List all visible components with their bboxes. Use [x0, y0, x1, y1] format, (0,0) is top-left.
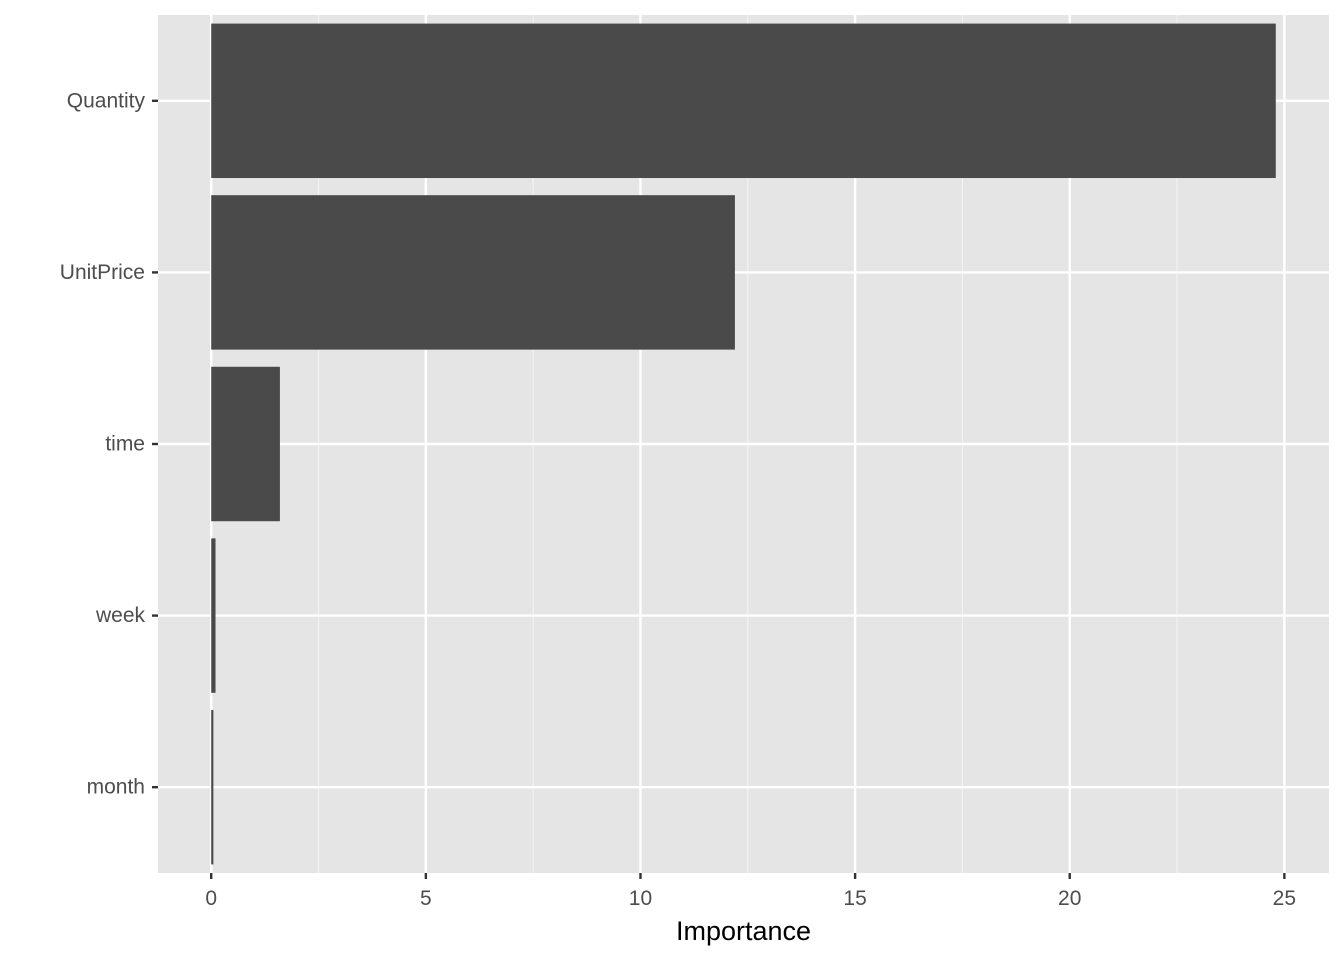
x-tick-label: 20 — [1058, 887, 1081, 910]
bar-series — [211, 23, 1276, 865]
y-tick-label: time — [105, 433, 145, 456]
x-tick-label: 15 — [843, 887, 866, 910]
bar-UnitPrice — [211, 195, 735, 350]
y-tick-label: Quantity — [67, 89, 146, 112]
y-tick-label: week — [95, 604, 146, 627]
x-axis: 0 5 10 15 20 25 — [205, 873, 1296, 910]
bar-week — [211, 538, 216, 693]
x-axis-title: Importance — [676, 916, 811, 946]
bar-month — [211, 709, 214, 865]
x-tick-label: 5 — [420, 887, 432, 910]
x-tick-label: 0 — [205, 887, 217, 910]
bar-time — [211, 366, 280, 522]
x-tick-label: 25 — [1273, 887, 1296, 910]
y-tick-label: month — [87, 776, 145, 799]
y-axis: Quantity UnitPrice time week month — [60, 89, 158, 799]
y-tick-label: UnitPrice — [60, 261, 145, 284]
bar-Quantity — [211, 23, 1276, 179]
x-tick-label: 10 — [629, 887, 652, 910]
